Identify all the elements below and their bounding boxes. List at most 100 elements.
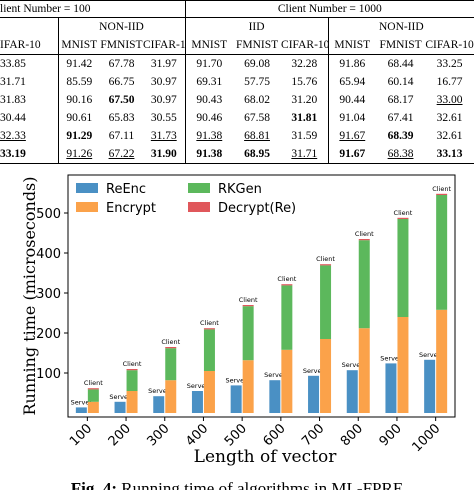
table-cell: 66.75: [108, 76, 135, 88]
table-cell: 91.38: [185, 145, 234, 164]
legend-swatch: [76, 183, 98, 193]
stack-label: Client: [277, 275, 296, 283]
table-cell: 85.59: [66, 76, 93, 88]
table-cell: 90.43: [196, 94, 223, 106]
x-tick-label: 500: [222, 421, 250, 449]
bar-segment: [358, 328, 370, 413]
bar-segment: [281, 285, 293, 350]
stack-label: Client: [123, 360, 142, 368]
legend-swatch: [76, 202, 98, 212]
table-cell: 30.55: [143, 109, 186, 127]
table-cell: 32.28: [281, 54, 329, 73]
table-cell: 31.97: [143, 54, 186, 73]
stack-label: Client: [394, 209, 413, 217]
column-header: FMNIST: [100, 36, 143, 55]
table-cell: 31.71: [281, 145, 329, 164]
bar-segment: [191, 391, 203, 413]
x-tick-label: 100: [67, 421, 95, 449]
x-tick-label: 400: [183, 421, 211, 449]
table-cell: 30.97: [143, 91, 186, 109]
bar-segment: [320, 339, 332, 413]
stack-label: Client: [200, 319, 219, 327]
table-cell: 91.04: [339, 112, 366, 124]
table-cell: 32.33: [0, 127, 59, 145]
bar-segment: [126, 370, 138, 391]
x-tick-label: 900: [377, 421, 405, 449]
bar-segment: [126, 391, 138, 413]
bar-segment: [242, 306, 254, 361]
bar-segment: [153, 396, 165, 413]
stack-label: Server: [225, 376, 247, 384]
bar-segment: [281, 349, 293, 413]
caption-label: Fig. 4:: [71, 479, 117, 490]
bar-segment: [114, 401, 126, 413]
table-cell: 68.81: [244, 130, 270, 142]
table-row: 30.44 90.61 65.83 30.55 90.46 67.58 31.81 91.04…: [0, 109, 474, 127]
table-cell: 68.17: [387, 94, 414, 106]
column-header: IFAR-10: [0, 36, 59, 55]
legend-swatch: [188, 202, 210, 212]
table-cell: 91.29: [66, 130, 93, 142]
table-cell: 91.67: [328, 145, 377, 164]
subgroup-header: NON-IID: [58, 17, 186, 36]
x-tick-label: 700: [299, 421, 327, 449]
column-header: MNIST: [185, 36, 234, 55]
table-cell: 67.58: [244, 112, 270, 124]
table-cell: 67.11: [108, 130, 135, 142]
table-cell: 68.44: [387, 58, 414, 70]
bar-segment: [436, 309, 448, 413]
table-cell: 91.67: [339, 130, 366, 142]
table-cell: 90.46: [196, 112, 223, 124]
x-tick-label: 600: [261, 421, 289, 449]
column-header: CIFAR-10: [281, 36, 329, 55]
bar-segment: [269, 380, 281, 413]
legend-swatch: [188, 183, 210, 193]
table-cell: 30.97: [143, 73, 186, 91]
bar-segment: [358, 239, 370, 241]
table-cell: 33.13: [425, 145, 474, 164]
subgroup-header: [0, 17, 59, 36]
table-cell: 33.25: [436, 58, 463, 70]
stack-label: Client: [316, 255, 335, 263]
table-cell: 68.95: [233, 145, 282, 164]
stack-label: Server: [303, 367, 325, 375]
table-cell: 33.19: [0, 145, 59, 164]
column-header: CIFAR-10: [425, 36, 474, 55]
legend-label: RKGen: [218, 182, 262, 197]
table-row: 31.83 90.16 67.50 30.97 90.43 68.02 31.20 90.44…: [0, 91, 474, 109]
plot-frame: [67, 174, 456, 418]
group-header: lient Number = 100: [0, 0, 186, 18]
table-cell: 68.02: [244, 94, 270, 106]
bar-segment: [397, 317, 409, 413]
x-tick-label: 300: [144, 421, 172, 449]
bar-segment: [320, 264, 332, 266]
column-header: FMNIST: [233, 36, 282, 55]
table-row: 33.85 91.42 67.78 31.97 91.70 69.08 32.28 91.86…: [0, 54, 474, 73]
subgroup-header: IID: [185, 17, 329, 36]
table-cell: 32.61: [436, 130, 463, 142]
stack-label: Client: [239, 296, 258, 304]
bar-segment: [165, 380, 177, 413]
y-tick-label: 400: [36, 247, 61, 262]
bar-segment: [346, 370, 358, 413]
table-cell: 65.94: [339, 76, 366, 88]
table-row: 31.71 85.59 66.75 30.97 69.31 57.75 15.76 65.94…: [0, 73, 474, 91]
bar-segment: [436, 195, 448, 310]
bar-segment: [436, 193, 448, 195]
table-cell: 65.83: [108, 112, 135, 124]
bar-segment: [242, 360, 254, 413]
table-cell: 31.59: [281, 127, 329, 145]
table-cell: 16.77: [436, 76, 463, 88]
stack-label: Client: [432, 185, 451, 193]
x-tick-label: 1000: [409, 421, 443, 455]
table-row: 33.19 91.26 67.22 31.90 91.38 68.95 31.71 91.67…: [0, 145, 474, 164]
stack-label: Client: [161, 338, 180, 346]
table-cell: 31.83: [0, 91, 59, 109]
table-row: 32.33 91.29 67.11 31.73 91.38 68.81 31.59 91.67…: [0, 127, 474, 145]
stack-label: Server: [380, 354, 402, 362]
bar-segment: [87, 388, 99, 390]
subgroup-header: NON-IID: [378, 21, 424, 33]
stack-label: Client: [355, 230, 374, 238]
bar-segment: [424, 359, 436, 413]
